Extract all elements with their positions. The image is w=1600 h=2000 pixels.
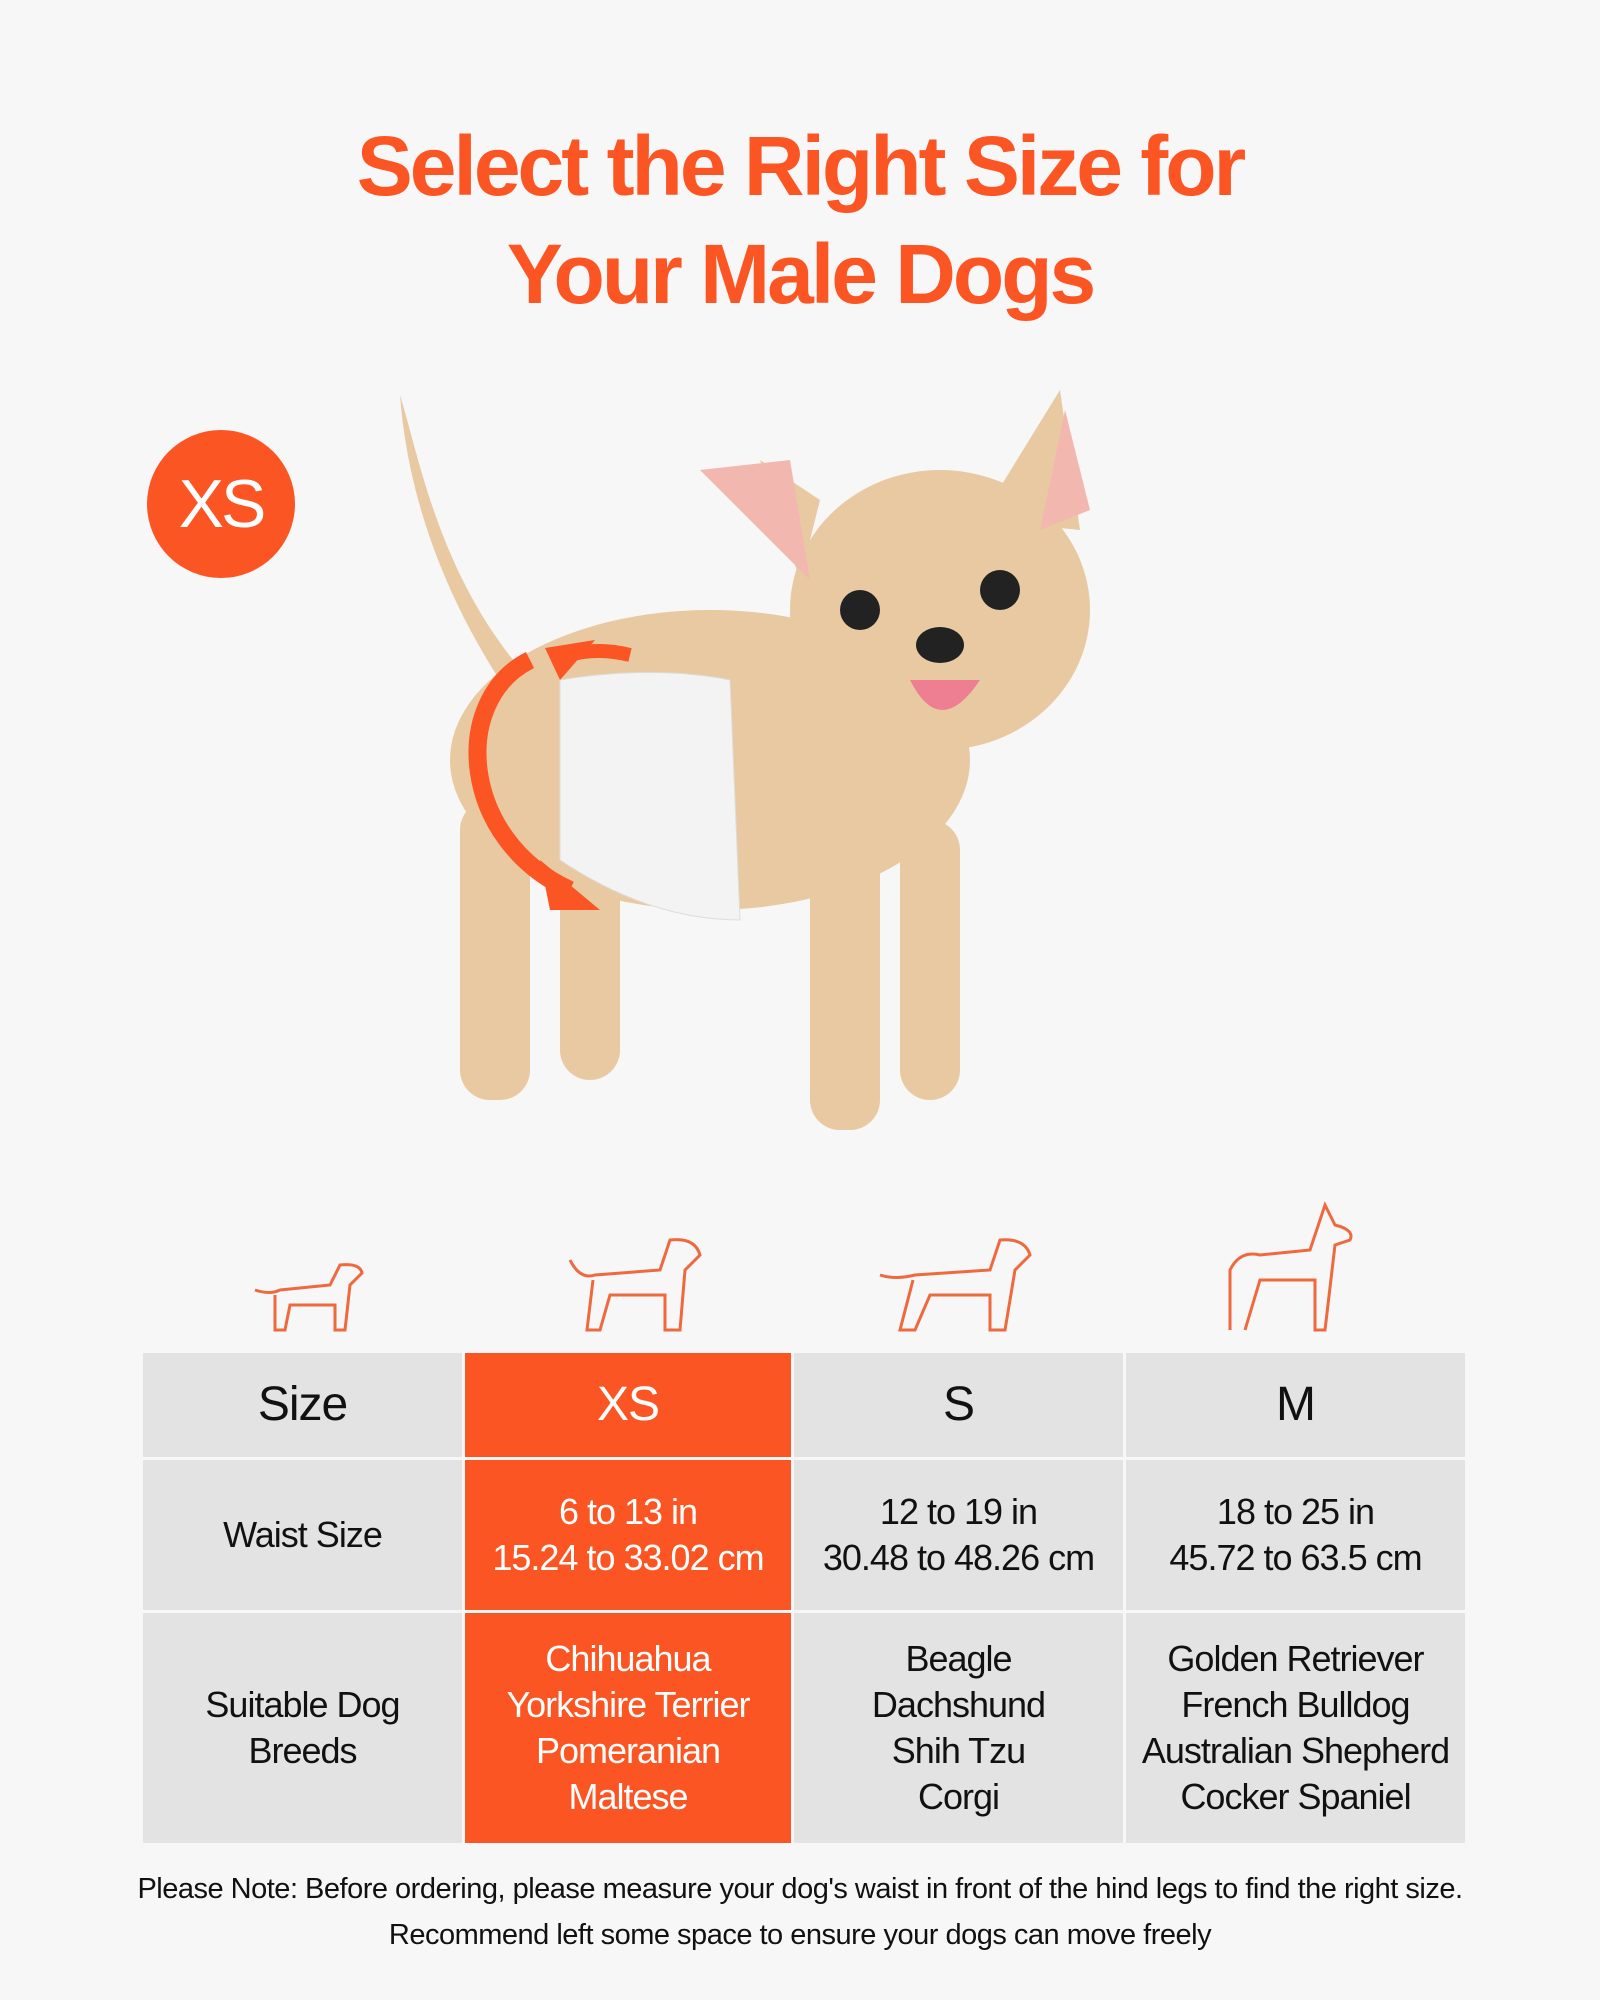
header-m: M bbox=[1123, 1350, 1468, 1460]
header-size: Size bbox=[140, 1350, 465, 1460]
cell-m-breeds: Golden Retriever French Bulldog Australian… bbox=[1123, 1610, 1468, 1846]
cell-line: Cocker Spaniel bbox=[1180, 1776, 1411, 1817]
cell-line: 18 to 25 in bbox=[1216, 1491, 1375, 1532]
table-row-waist: Waist Size 6 to 13 in 15.24 to 33.02 cm 1… bbox=[140, 1457, 1468, 1613]
table-row-breeds: Suitable Dog Breeds Chihuahua Yorkshire T… bbox=[140, 1610, 1468, 1846]
cell-line: Yorkshire Terrier bbox=[506, 1684, 750, 1725]
tall-dog-icon bbox=[1228, 1201, 1353, 1332]
cell-s-waist: 12 to 19 in 30.48 to 48.26 cm bbox=[791, 1457, 1126, 1613]
cell-line: 12 to 19 in bbox=[879, 1491, 1038, 1532]
small-dog-icon bbox=[254, 1263, 364, 1332]
size-chart-table: Size XS S M Waist Size 6 to 13 in 15.24 t… bbox=[140, 1350, 1468, 1846]
page-title: Select the Right Size for Your Male Dogs bbox=[0, 112, 1600, 328]
cell-xs-breeds: Chihuahua Yorkshire Terrier Pomeranian Malt… bbox=[463, 1610, 793, 1846]
cell-s-breeds: Beagle Dachshund Shih Tzu Corgi bbox=[791, 1610, 1126, 1846]
note-line-1: Please Note: Before ordering, please mea… bbox=[137, 1873, 1463, 1905]
title-line-2: Your Male Dogs bbox=[506, 227, 1097, 321]
cell-line: Australian Shepherd bbox=[1141, 1730, 1450, 1771]
row-label: Suitable Dog Breeds bbox=[140, 1610, 465, 1846]
cell-line: Maltese bbox=[568, 1776, 688, 1817]
table-header-row: Size XS S M bbox=[140, 1350, 1468, 1460]
cell-line: Chihuahua bbox=[545, 1638, 711, 1679]
chihuahua-photo bbox=[400, 390, 1090, 1130]
title-line-1: Select the Right Size for bbox=[356, 119, 1247, 213]
cell-line: 15.24 to 33.02 cm bbox=[492, 1537, 764, 1578]
cell-line: Pomeranian bbox=[535, 1730, 721, 1771]
cell-line: French Bulldog bbox=[1181, 1684, 1410, 1725]
note-line-2: Recommend left some space to ensure your… bbox=[388, 1919, 1212, 1951]
header-xs: XS bbox=[463, 1350, 793, 1460]
row-label-text: Suitable Dog Breeds bbox=[205, 1684, 400, 1771]
cell-line: Dachshund bbox=[871, 1684, 1046, 1725]
cell-line: Shih Tzu bbox=[891, 1730, 1026, 1771]
cell-line: 6 to 13 in bbox=[558, 1491, 698, 1532]
row-label: Waist Size bbox=[140, 1457, 465, 1613]
cell-line: Corgi bbox=[917, 1776, 1000, 1817]
cell-line: 45.72 to 63.5 cm bbox=[1169, 1537, 1422, 1578]
cell-line: Beagle bbox=[905, 1638, 1012, 1679]
large-dog-icon bbox=[879, 1238, 1032, 1332]
sizing-note: Please Note: Before ordering, please mea… bbox=[0, 1866, 1600, 1958]
dog-size-icons bbox=[140, 1190, 1465, 1335]
size-badge: XS bbox=[147, 430, 295, 578]
cell-line: Golden Retriever bbox=[1167, 1638, 1424, 1679]
cell-xs-waist: 6 to 13 in 15.24 to 33.02 cm bbox=[463, 1457, 793, 1613]
medium-dog-icon bbox=[568, 1238, 702, 1332]
cell-line: 30.48 to 48.26 cm bbox=[822, 1537, 1095, 1578]
cell-m-waist: 18 to 25 in 45.72 to 63.5 cm bbox=[1123, 1457, 1468, 1613]
header-s: S bbox=[791, 1350, 1126, 1460]
